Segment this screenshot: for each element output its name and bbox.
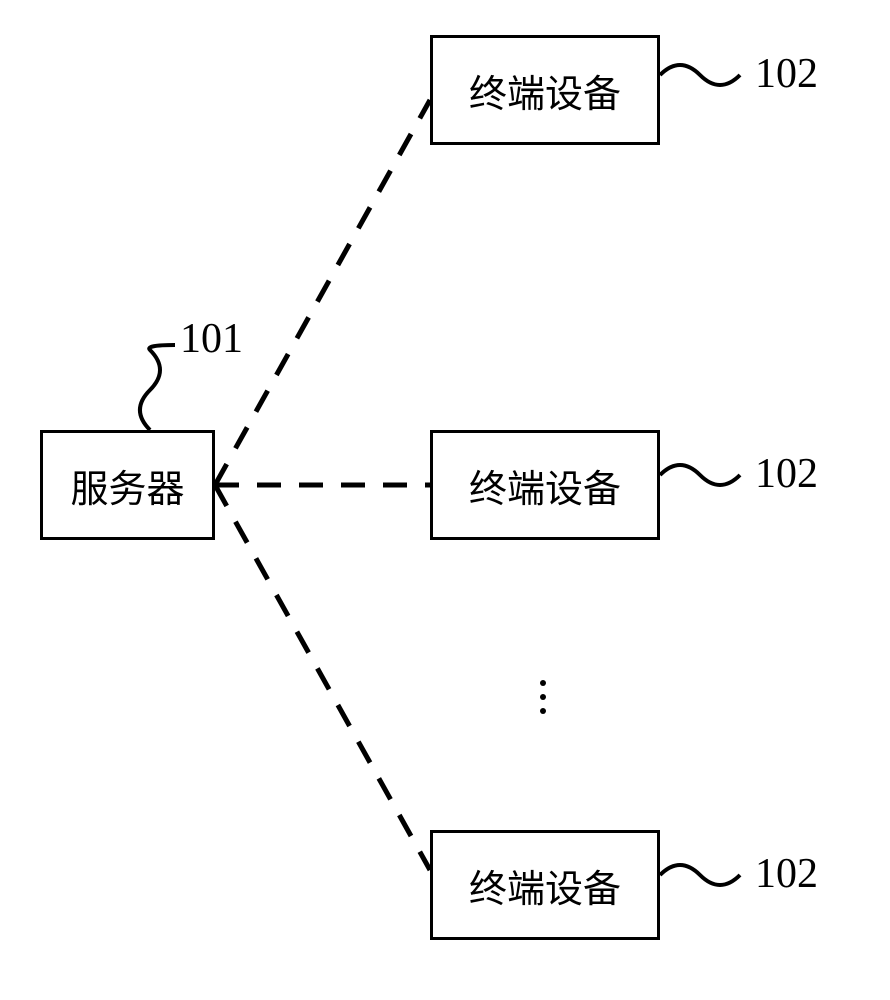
ellipsis-dot: [540, 694, 546, 700]
squiggle-102-3: [660, 845, 750, 905]
terminal-node-2: 终端设备: [430, 430, 660, 540]
terminal-node-1: 终端设备: [430, 35, 660, 145]
network-diagram: 服务器 终端设备 终端设备 终端设备 101 102 102 102: [0, 0, 890, 1000]
squiggle-102-2: [660, 445, 750, 505]
terminal-label-2: 终端设备: [469, 458, 621, 513]
squiggle-102-1: [660, 45, 750, 105]
server-node: 服务器: [40, 430, 215, 540]
ellipsis-dot: [540, 680, 546, 686]
ref-label-102-2: 102: [755, 450, 818, 498]
terminal-label-1: 终端设备: [469, 63, 621, 118]
edge-server-terminal1: [215, 100, 430, 485]
ref-label-102-1: 102: [755, 50, 818, 98]
ref-label-102-3: 102: [755, 850, 818, 898]
edge-server-terminal3: [215, 485, 430, 870]
terminal-label-3: 终端设备: [469, 858, 621, 913]
ellipsis-dot: [540, 708, 546, 714]
ref-label-101: 101: [180, 315, 243, 363]
server-label: 服务器: [70, 458, 184, 513]
ellipsis-indicator: [540, 680, 546, 714]
terminal-node-3: 终端设备: [430, 830, 660, 940]
